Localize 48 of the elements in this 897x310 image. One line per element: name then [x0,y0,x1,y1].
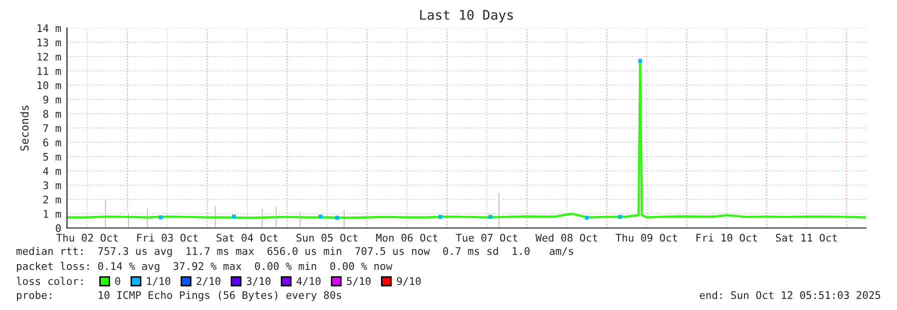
text: packet loss: 0.14 % avg 37.92 % max 0.00 % min 0.00 % now [16,262,392,272]
y-tick-label: 2 m [43,196,61,204]
x-tick-label: Mon 06 Oct [376,234,438,242]
legend-label: 2/10 [196,277,220,286]
point [584,216,589,220]
legend-label: 5/10 [346,277,371,286]
y-tick-label: 3 m [43,181,61,190]
y-tick-label: 4 m [43,167,61,175]
point [638,58,642,63]
y-tick-label: 6 m [43,138,61,146]
y-tick-label: 10 m [38,81,61,90]
y-tick-label: 1 m [44,210,61,218]
x-tick-label: Thu 09 Oct [616,234,678,242]
x-tick-label: Fri 03 Oct [137,234,198,242]
text: end: Sun Oct 12 05:51:03 2025 [700,290,880,300]
y-tick-label: 12 m [38,52,61,61]
y-tick-label: 8 m [43,110,61,118]
y-tick-label: 5 m [43,152,61,161]
point [438,214,442,219]
text: median rtt: 757.3 us avg 11.7 ms max 656.0 us min 707.5 us now 0.7 ms sd 1.0 am/s [16,246,574,258]
bar [497,192,501,228]
point [335,216,340,220]
x-tick-label: Thu 02 Oct [56,234,118,242]
y-tick-label: 0 [56,224,61,232]
y-tick-label: 9 m [43,96,61,104]
legend-label: 0 [115,277,120,286]
legend-label: 4/10 [296,277,321,286]
y-tick-label: 13 m [38,38,61,46]
legend-label: 1/10 [147,277,170,286]
x-tick-label: Sun 05 Oct [296,234,358,242]
point [618,214,622,219]
chart-title: Last 10 Days [420,10,513,22]
point [318,214,322,219]
y-axis-title: Seconds [20,106,29,151]
y-tick-label: 11 m [38,67,61,75]
y-tick-label: 7 m [43,124,61,132]
x-tick-label: Wed 08 Oct [536,234,598,242]
x-tick-label: Fri 10 Oct [696,234,758,242]
legend-label: 9/10 [396,277,421,286]
point [232,214,236,219]
x-tick-label: Sat 04 Oct [216,234,278,242]
text: probe: 10 ICMP Echo Pings (56 Bytes) every 80s [16,290,342,302]
x-tick-label: Sat 11 Oct [776,234,837,242]
text: loss color: [16,276,82,286]
y-tick-label: 14 m [38,24,61,32]
legend-label: 3/10 [246,277,270,286]
x-tick-label: Tue 07 Oct [456,234,518,242]
point [488,214,492,219]
